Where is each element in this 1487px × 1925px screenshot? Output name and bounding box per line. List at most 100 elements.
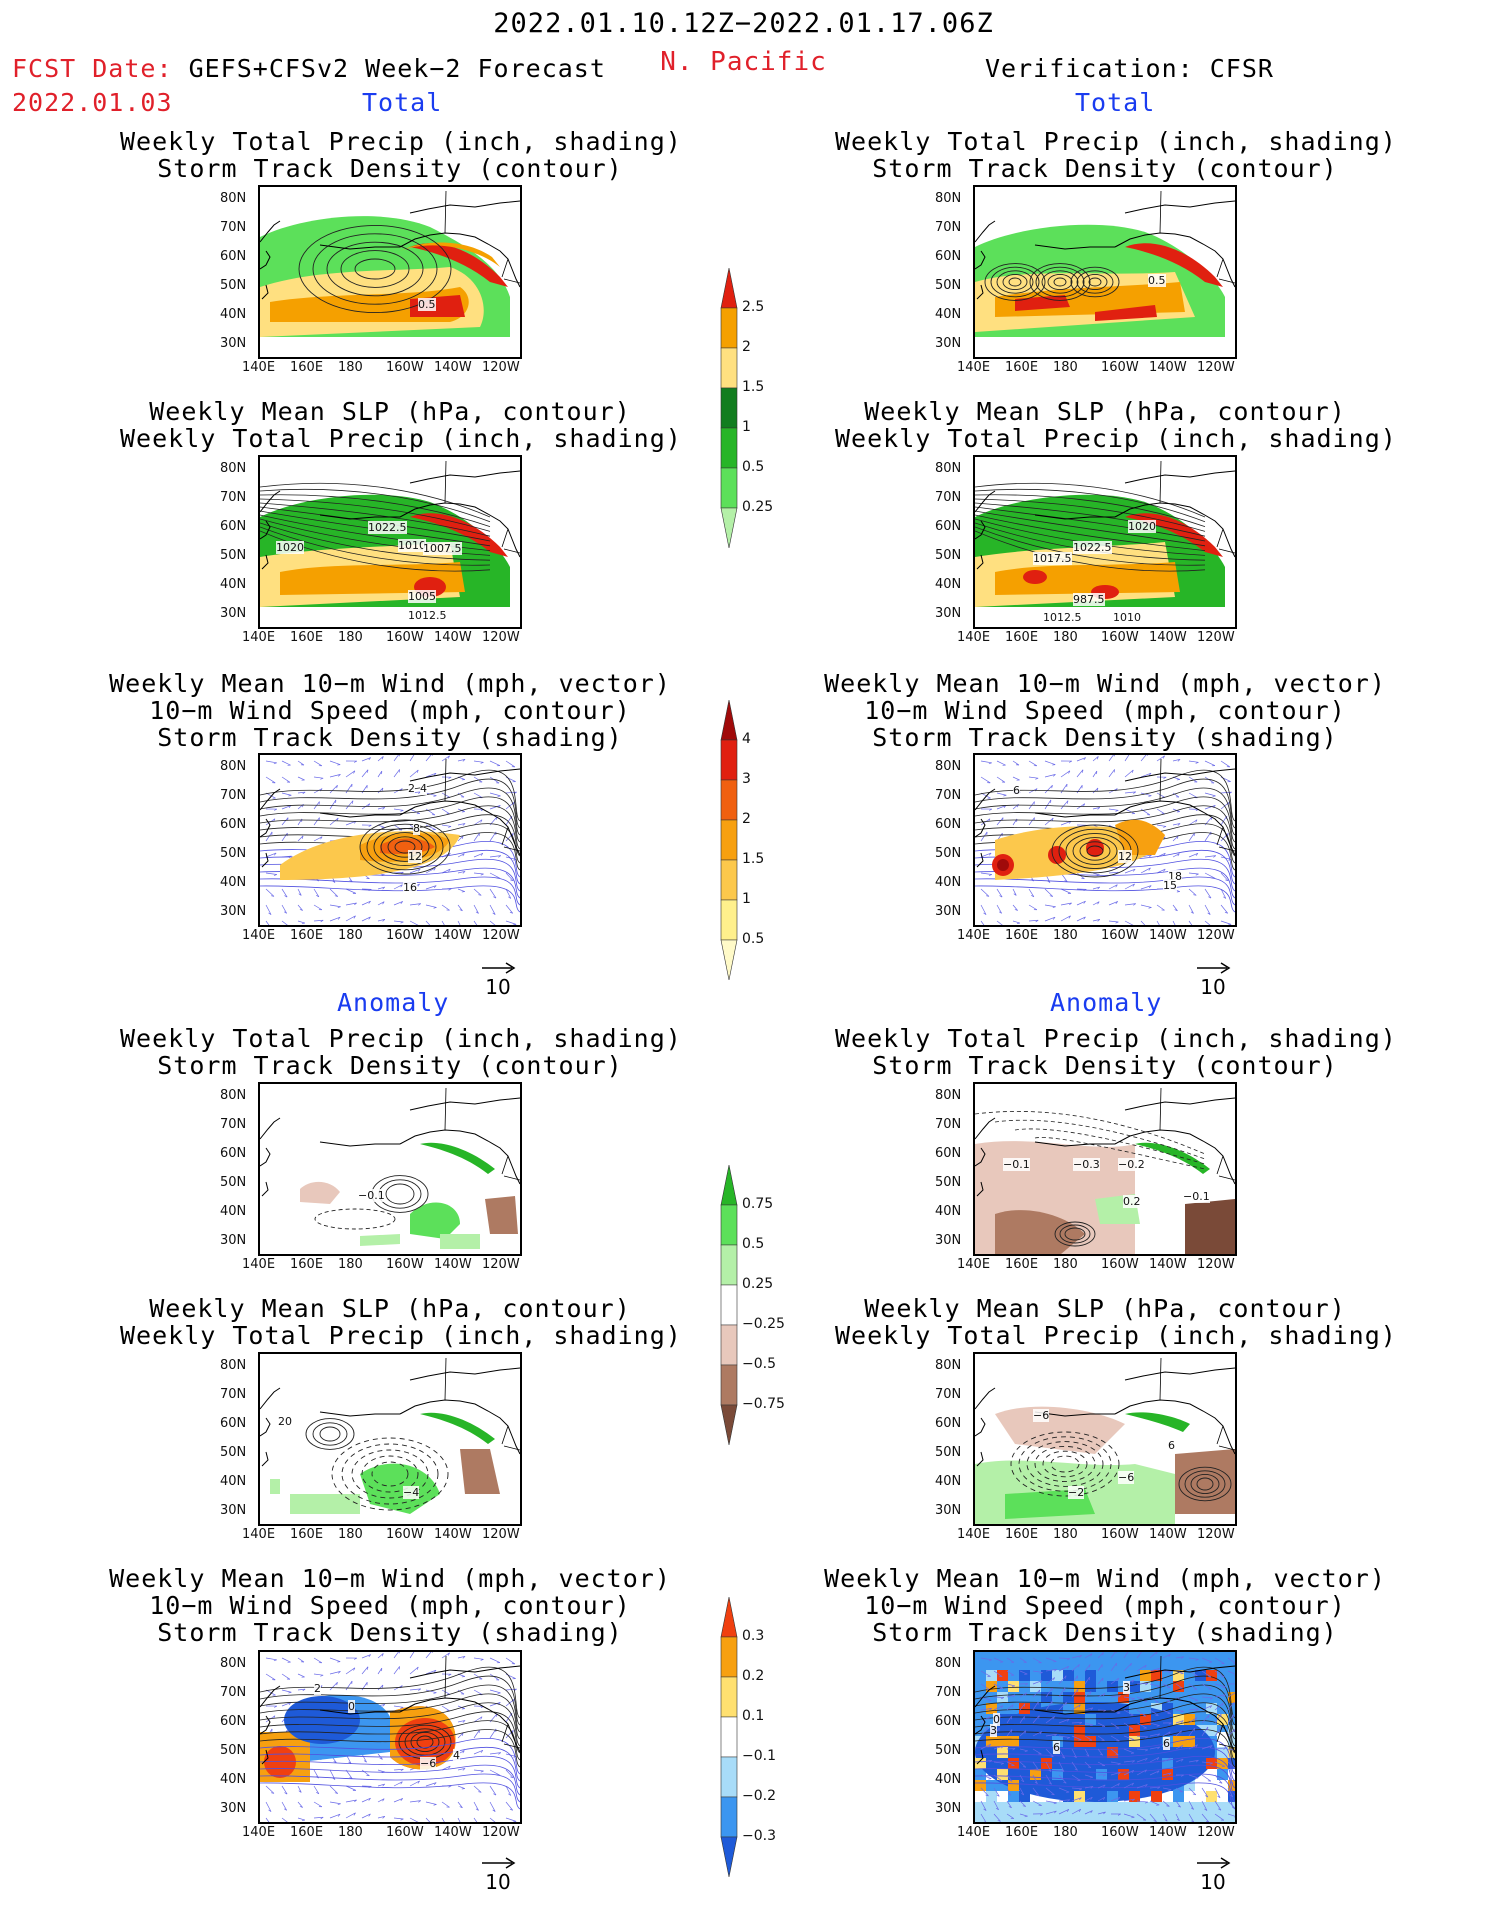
colorbar-level-label: 1 [742, 419, 751, 435]
lat-tick-label: 50N [220, 548, 247, 563]
contour-label: 3 [990, 1724, 997, 1738]
coastline [975, 1655, 1235, 1765]
lon-tick-label: 160E [1005, 928, 1039, 943]
lat-tick-label: 40N [220, 1204, 247, 1219]
coastline [260, 758, 520, 868]
lat-tick-label: 60N [220, 1714, 247, 1729]
contour-label: 0 [993, 1713, 1000, 1727]
title-line: Weekly Mean SLP (hPa, contour) [864, 1294, 1346, 1323]
coastline [260, 1357, 520, 1467]
colorbar-swatch [720, 899, 738, 941]
contour-label: −0.1 [358, 1188, 385, 1202]
colorbar-swatch [720, 1324, 738, 1366]
lat-tick-label: 60N [220, 1416, 247, 1431]
contour-label: 8 [413, 821, 420, 835]
vector-arrow-icon [1197, 962, 1231, 974]
title-fcst-slp-anom: Weekly Mean SLP (hPa, contour) Weekly To… [120, 1295, 682, 1350]
map-canvas [975, 1652, 1235, 1822]
colorbar-swatch [720, 1796, 738, 1838]
vector-reference-key: 10 [478, 955, 518, 999]
lat-tick-label: 30N [220, 904, 247, 919]
title-line: 10−m Wind Speed (mph, contour) [864, 696, 1346, 725]
lat-tick-label: 40N [935, 307, 962, 322]
lon-tick-label: 120W [1197, 1825, 1235, 1840]
map-verif-wind-anom [973, 1650, 1237, 1824]
map-field [975, 1111, 1235, 1254]
map-canvas [260, 190, 520, 337]
lat-tick-label: 50N [935, 1175, 962, 1190]
contour-label: −0.2 [1118, 1158, 1145, 1172]
colorbar-level-label: 0.2 [742, 1668, 765, 1684]
colorbar-swatch [720, 467, 738, 509]
lat-tick-label: 80N [935, 759, 962, 774]
title-line: Weekly Total Precip (inch, shading) [120, 127, 682, 156]
lat-tick-label: 40N [935, 1204, 962, 1219]
contour-label: 6 [1168, 1439, 1175, 1453]
title-line: Storm Track Density (contour) [872, 1051, 1338, 1080]
lon-tick-label: 180 [1053, 630, 1078, 645]
colorbar-swatch [720, 779, 738, 821]
colorbar-level-label: 0.1 [742, 1708, 765, 1724]
lon-tick-label: 160W [386, 1527, 424, 1542]
title-verif-precip-total: Weekly Total Precip (inch, shading) Stor… [835, 128, 1396, 182]
colorbar-level-label: 3 [742, 771, 751, 787]
lon-tick-label: 140W [1149, 1825, 1187, 1840]
title-line: Weekly Total Precip (inch, shading) [835, 424, 1397, 453]
contour-label: 16 [403, 880, 417, 894]
title-line: Weekly Mean 10−m Wind (mph, vector) [109, 1564, 671, 1593]
lat-tick-label: 60N [220, 817, 247, 832]
lon-tick-label: 140E [242, 1825, 276, 1840]
lon-tick-label: 180 [1053, 1257, 1078, 1272]
title-fcst-slp-total: Weekly Mean SLP (hPa, contour) Weekly To… [120, 398, 681, 452]
lat-tick-label: 60N [935, 249, 962, 264]
lat-tick-label: 40N [220, 577, 247, 592]
lat-tick-label: 50N [935, 278, 962, 293]
lat-tick-label: 30N [935, 1503, 962, 1518]
contour-label: 1020 [1128, 519, 1156, 533]
lat-tick-label: 60N [220, 249, 247, 264]
colorbar-swatch [720, 1756, 738, 1798]
lat-tick-label: 30N [220, 1801, 247, 1816]
contour-label: 4 [420, 782, 427, 796]
title-verif-wind-anom: Weekly Mean 10−m Wind (mph, vector) 10−m… [815, 1565, 1395, 1646]
map-fcst-wind-anom [258, 1650, 522, 1824]
colorbar-swatch [720, 939, 738, 981]
contour-label: 12 [1118, 850, 1132, 864]
fcst-model: GEFS+CFSv2 Week−2 Forecast [188, 54, 606, 83]
contour-label: 6 [1163, 1737, 1170, 1751]
colorbar-swatch [720, 1716, 738, 1758]
section-anomaly-right: Anomaly [1050, 988, 1163, 1017]
contour-label: −6 [1118, 1471, 1135, 1484]
contour-label: 1005 [408, 590, 436, 604]
colorbar-swatch [720, 739, 738, 781]
vector-reference-value: 10 [485, 975, 511, 999]
lon-tick-label: 160E [290, 360, 324, 375]
lon-tick-label: 140E [957, 630, 991, 645]
lon-tick-label: 140W [434, 630, 472, 645]
map-canvas [975, 1357, 1235, 1524]
colorbar-anom-precip [720, 1164, 738, 1446]
lon-tick-label: 160W [386, 1825, 424, 1840]
lon-tick-label: 140W [434, 360, 472, 375]
lat-tick-label: 80N [220, 1088, 247, 1103]
contour-label: −0.1 [1183, 1190, 1210, 1204]
colorbar-swatch [720, 699, 738, 741]
lon-tick-label: 160W [1101, 1825, 1139, 1840]
contour-label: 1012.5 [1043, 611, 1082, 624]
lon-tick-label: 160W [386, 360, 424, 375]
lat-tick-label: 70N [935, 788, 962, 803]
coastline [975, 190, 1235, 300]
lat-tick-label: 80N [935, 1088, 962, 1103]
title-line: Weekly Mean 10−m Wind (mph, vector) [824, 1564, 1386, 1593]
coastline [975, 1087, 1235, 1197]
colorbar-swatch [720, 1404, 738, 1446]
contour-label: 2 [314, 1682, 321, 1696]
colorbar-swatch [720, 1164, 738, 1206]
title-line: Weekly Total Precip (inch, shading) [120, 1321, 682, 1350]
lat-tick-label: 40N [935, 577, 962, 592]
lon-tick-label: 180 [338, 1527, 363, 1542]
lon-tick-label: 160W [1101, 360, 1139, 375]
lon-tick-label: 140E [957, 928, 991, 943]
contour-label: −6 [420, 1756, 437, 1770]
colorbar-swatch [720, 427, 738, 469]
